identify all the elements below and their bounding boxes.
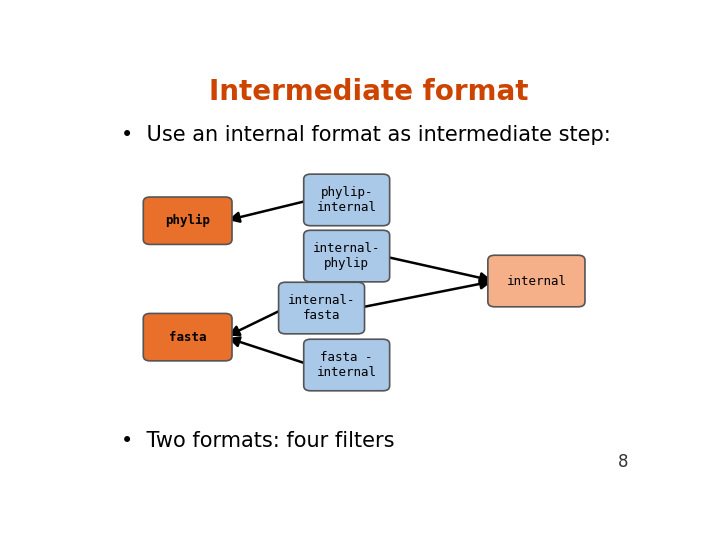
Text: phylip-
internal: phylip- internal bbox=[317, 186, 377, 214]
Text: phylip: phylip bbox=[165, 214, 210, 227]
FancyBboxPatch shape bbox=[304, 339, 390, 391]
FancyBboxPatch shape bbox=[143, 197, 232, 245]
FancyBboxPatch shape bbox=[304, 174, 390, 226]
Text: internal: internal bbox=[506, 274, 567, 287]
Text: internal-
phylip: internal- phylip bbox=[313, 242, 380, 270]
Text: fasta -
internal: fasta - internal bbox=[317, 351, 377, 379]
FancyBboxPatch shape bbox=[279, 282, 364, 334]
FancyBboxPatch shape bbox=[304, 230, 390, 282]
Text: internal-
fasta: internal- fasta bbox=[288, 294, 356, 322]
Text: 8: 8 bbox=[618, 454, 629, 471]
Text: •  Use an internal format as intermediate step:: • Use an internal format as intermediate… bbox=[121, 125, 611, 145]
FancyBboxPatch shape bbox=[488, 255, 585, 307]
Text: •  Two formats: four filters: • Two formats: four filters bbox=[121, 431, 394, 451]
FancyBboxPatch shape bbox=[143, 313, 232, 361]
Text: fasta: fasta bbox=[169, 330, 207, 343]
Text: Intermediate format: Intermediate format bbox=[210, 78, 528, 106]
